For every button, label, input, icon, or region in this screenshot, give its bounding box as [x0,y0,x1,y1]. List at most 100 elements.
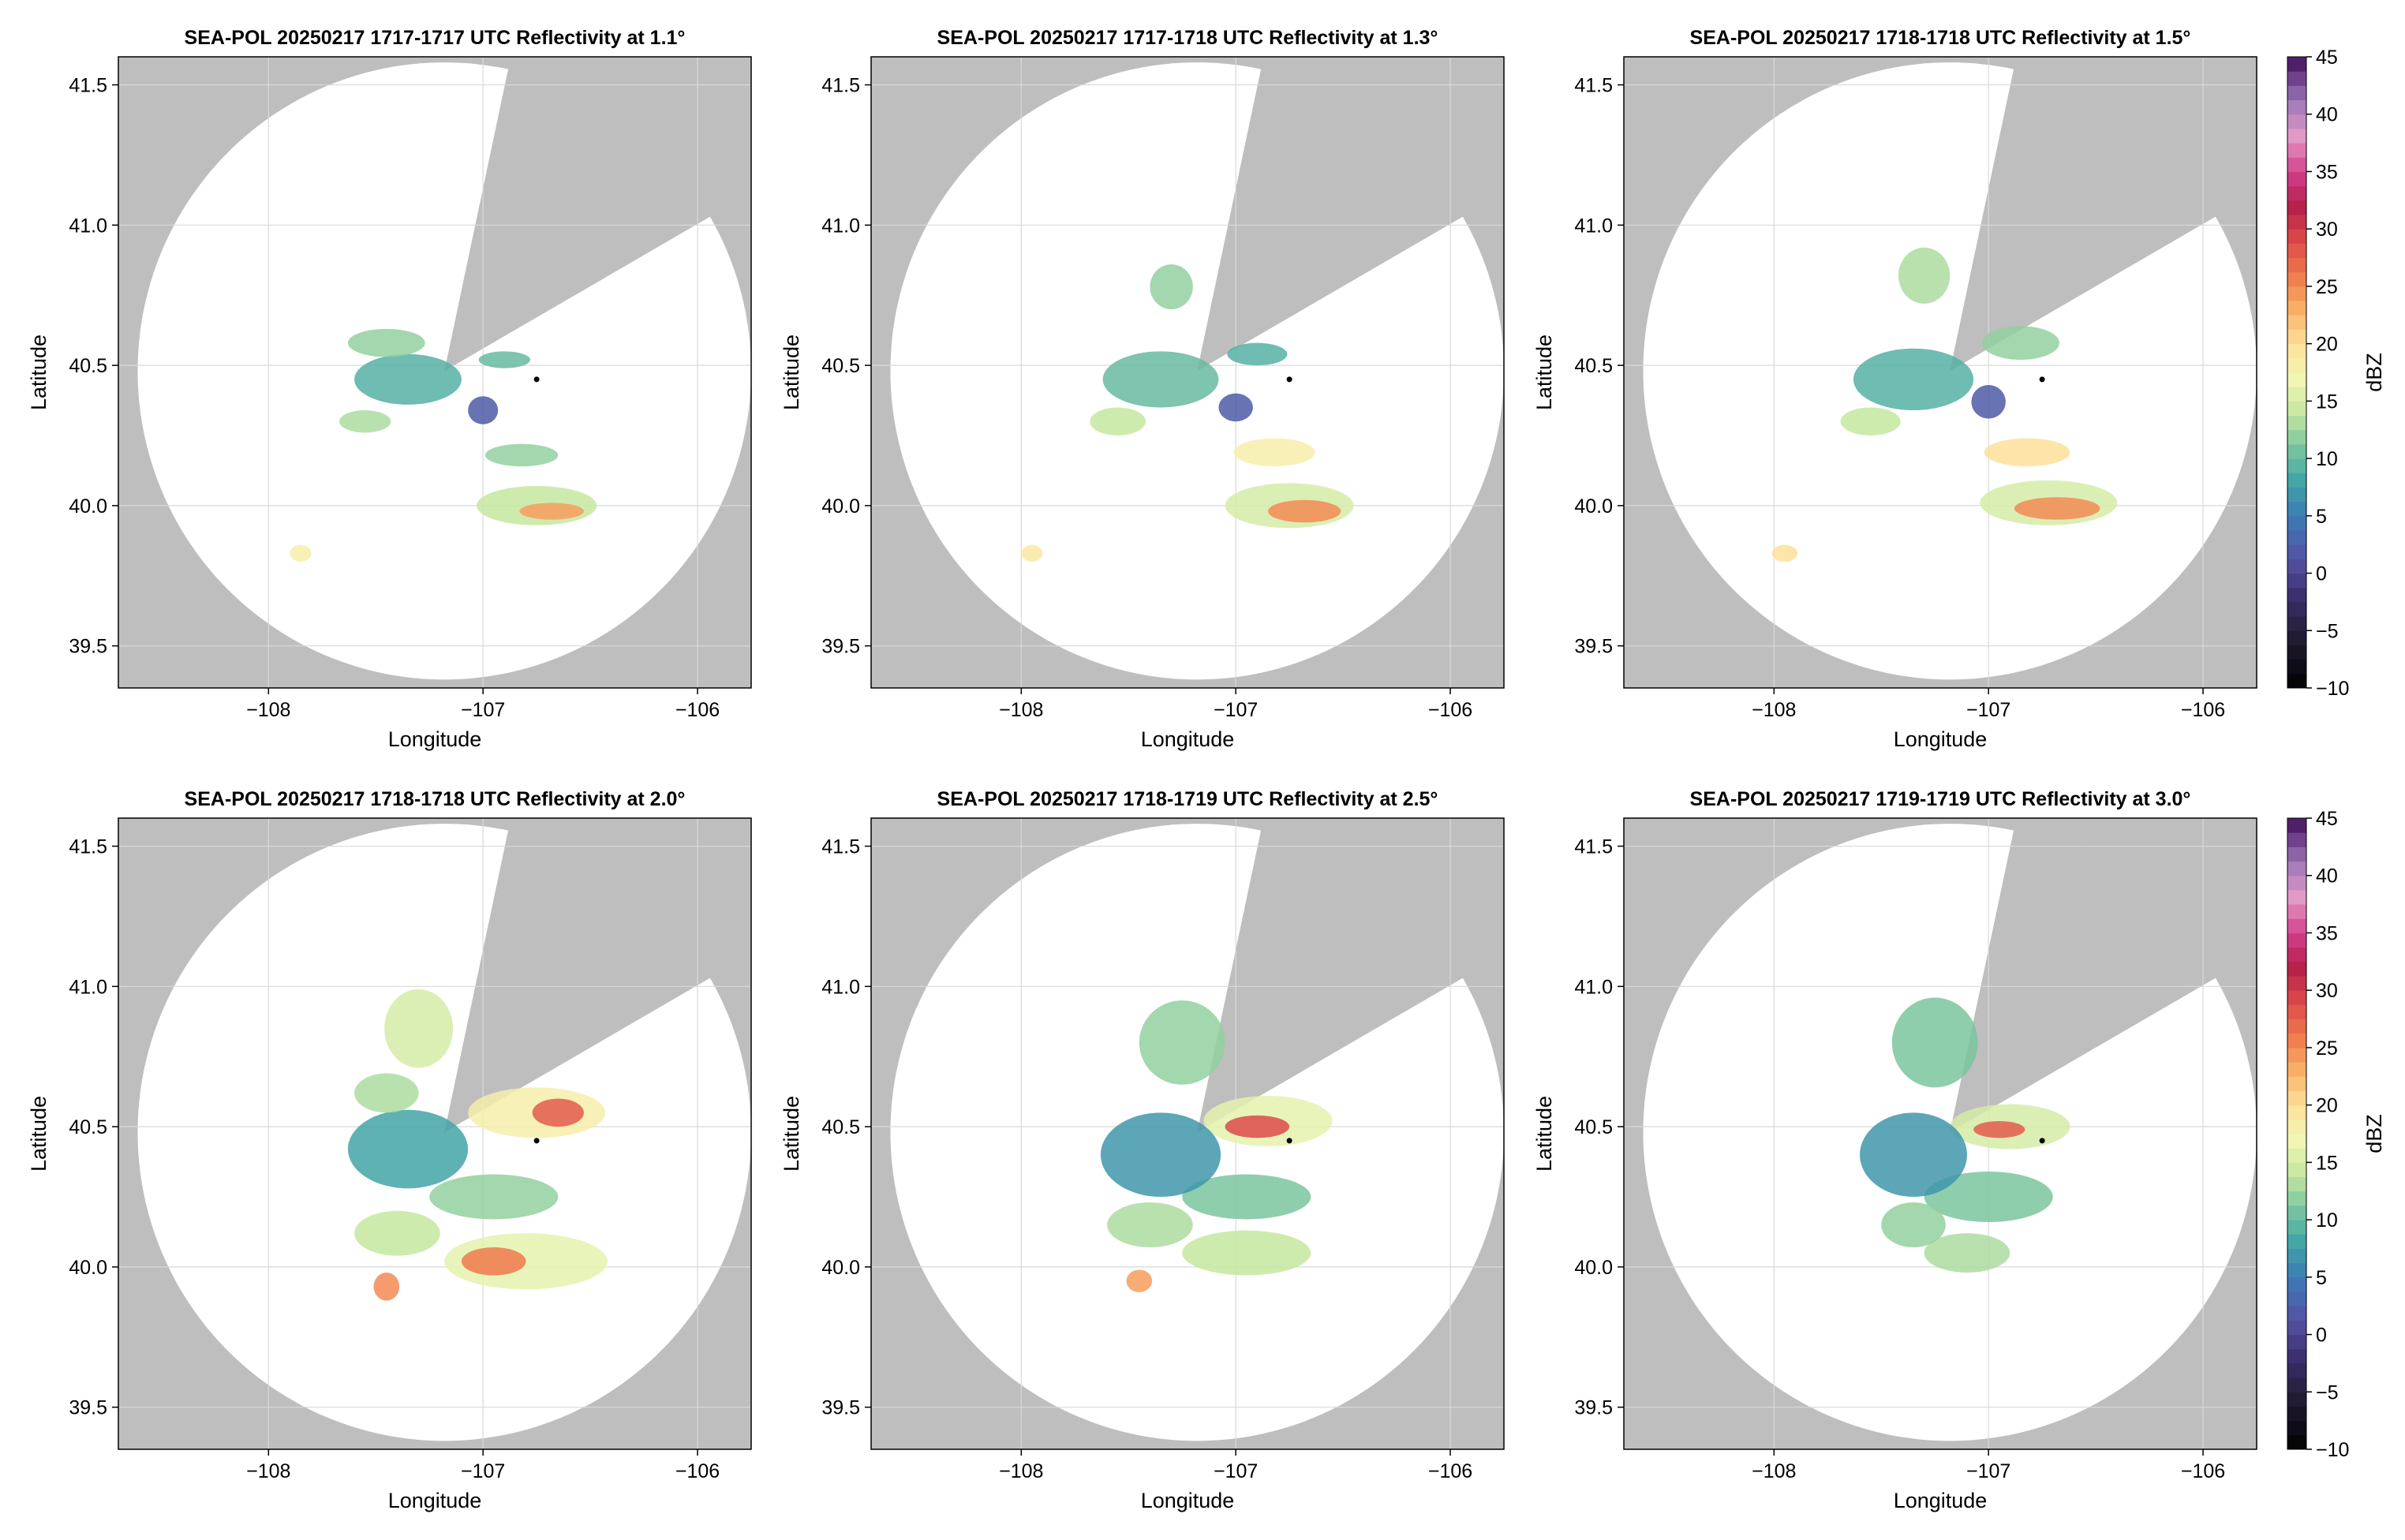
echo-region [1971,385,2006,419]
colorbar-step [2287,918,2306,933]
y-axis-label: Latitude [27,335,50,410]
plot-frame [1623,817,2257,1450]
ytick-label: 40.0 [821,1257,860,1279]
ytick-label: 39.5 [821,636,860,658]
y-axis-label: Latitude [780,1096,803,1172]
xtick-label: −107 [461,1460,505,1482]
plot-area [871,57,1504,688]
plot-area [1624,818,2257,1449]
colorbar-step [2287,257,2306,273]
colorbar-step [2287,1205,2306,1220]
ytick-label: 40.5 [69,355,107,377]
colorbar-tick-label: 35 [2316,161,2338,183]
ytick-label: 39.5 [69,1397,107,1419]
blocked-sector [1197,824,1468,1133]
plot-area [871,818,1504,1449]
xtick-label: −108 [1752,1460,1796,1482]
echo-region [373,1273,400,1301]
xtick-label: −106 [675,1460,720,1482]
colorbar-label: dBZ [2362,1114,2386,1153]
colorbar-step [2287,1176,2306,1192]
colorbar-step [2287,1420,2306,1436]
colorbar-step [2287,904,2306,919]
xtick-label: −106 [1428,699,1472,721]
colorbar-step [2287,1004,2306,1020]
xtick-label: −108 [999,1460,1043,1482]
colorbar-step [2287,1033,2306,1048]
colorbar-step [2287,818,2306,833]
plot-frame [1623,56,2257,689]
panel-title: SEA-POL 20250217 1718-1719 UTC Reflectiv… [937,788,1438,810]
blocked-sector [1950,63,2221,372]
x-axis-label: Longitude [388,727,482,751]
plot-frame [118,56,752,689]
ytick-label: 40.0 [1574,495,1613,518]
echo-region [478,351,530,368]
colorbar-tick-label: 0 [2316,1325,2327,1347]
colorbar-step [2287,976,2306,991]
echo-region [1126,1269,1153,1292]
xtick-label: −107 [1214,1460,1258,1482]
plot-area [118,818,751,1449]
panel-6: SEA-POL 20250217 1719-1719 UTC Reflectiv… [1532,788,2257,1512]
echo-region [1150,264,1193,309]
echo-region [1102,351,1219,408]
colorbar-frame [2287,56,2307,689]
ytick-label: 41.0 [1574,976,1613,998]
echo-region [2014,497,2100,520]
colorbar-step [2287,1220,2306,1235]
ytick-label: 41.5 [821,836,860,858]
colorbar-step [2287,501,2306,517]
colorbar-step [2287,889,2306,905]
colorbar-step [2287,1062,2306,1077]
colorbar-tick-label: 25 [2316,276,2338,298]
echo-region [1881,1202,1946,1247]
echo-region [354,1073,419,1113]
colorbar-step [2287,630,2306,645]
colorbar-step [2287,616,2306,631]
ytick-label: 39.5 [1574,1397,1613,1419]
echo-region [1218,393,1253,422]
x-axis-label: Longitude [1141,1489,1235,1512]
site-marker [533,1138,540,1144]
colorbar-tick-label: 15 [2316,391,2338,413]
colorbar-step [2287,243,2306,259]
echo-region [347,1109,469,1189]
colorbar-tick-label: 20 [2316,1095,2338,1117]
panel-1: SEA-POL 20250217 1717-1717 UTC Reflectiv… [27,27,752,751]
echo-region [1853,348,1974,410]
colorbar-step [2287,544,2306,559]
ytick-label: 40.5 [1574,1116,1613,1138]
ytick-label: 41.5 [69,75,107,97]
colorbar-step [2287,1406,2306,1422]
echo-region [1973,1121,2025,1138]
colorbar-step [2287,1276,2306,1292]
ytick-label: 40.5 [69,1116,107,1138]
echo-region [1898,247,1951,304]
colorbar-step [2287,1392,2306,1407]
colorbar-tick-label: 10 [2316,1209,2338,1232]
colorbar-step [2287,933,2306,948]
colorbar-step [2287,1076,2306,1091]
y-axis-label: Latitude [780,335,803,410]
colorbar-step [2287,1262,2306,1278]
colorbar-step [2287,143,2306,158]
ytick-label: 40.5 [821,1116,860,1138]
ytick-label: 41.5 [69,836,107,858]
colorbar-step [2287,673,2306,689]
echo-region [519,503,584,520]
blocked-sector [444,63,716,372]
colorbar-step [2287,659,2306,675]
panel-5: SEA-POL 20250217 1718-1719 UTC Reflectiv… [780,788,1505,1512]
ytick-label: 40.0 [69,495,107,518]
panels-layer: SEA-POL 20250217 1717-1717 UTC Reflectiv… [27,27,2257,1512]
colorbar-tick-label: 10 [2316,448,2338,470]
colorbar-step [2287,861,2306,877]
site-marker [1286,376,1292,383]
colorbar-step [2287,185,2306,201]
colorbar-tick-label: 40 [2316,104,2338,126]
echo-region [347,328,425,357]
colorbar-step [2287,1047,2306,1063]
colorbar-tick-label: 20 [2316,334,2338,356]
